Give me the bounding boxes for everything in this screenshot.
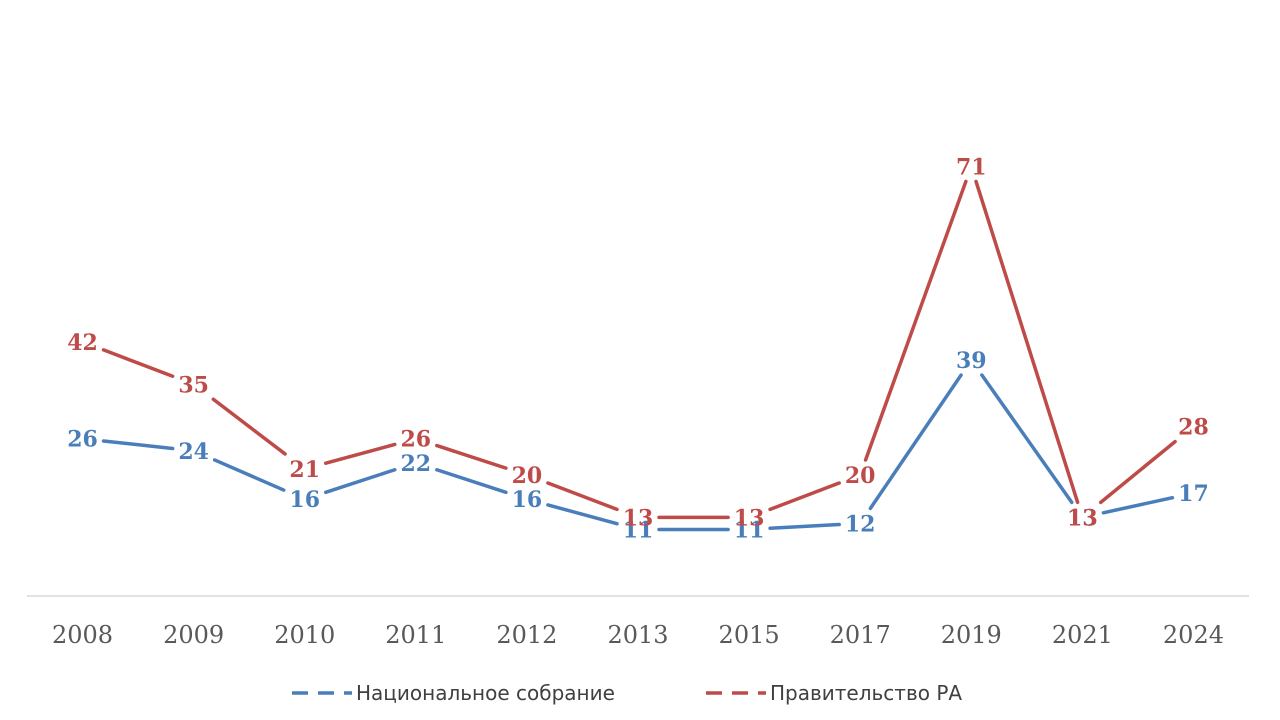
series-segment	[435, 468, 508, 495]
x-tick-label: 2012	[496, 621, 557, 649]
data-label: 24	[178, 439, 209, 465]
series-segment	[211, 397, 287, 456]
series-segment	[868, 373, 963, 511]
series-2	[101, 179, 1177, 520]
data-label: 13	[1067, 505, 1098, 531]
data-label: 13	[623, 505, 654, 531]
x-tick-label: 2011	[385, 621, 446, 649]
data-label: 13	[734, 505, 765, 531]
series-segment	[323, 442, 397, 465]
data-label: 13	[1067, 505, 1098, 531]
x-tick-label: 2015	[719, 621, 780, 649]
x-tick-label: 2019	[941, 621, 1002, 649]
series-segment	[212, 458, 286, 492]
series-segment	[1101, 495, 1175, 515]
series-segment	[546, 481, 619, 512]
data-label: 17	[1178, 481, 1209, 507]
x-tick-label: 2017	[830, 621, 891, 649]
data-label: 28	[1178, 415, 1209, 441]
series-segment	[101, 439, 175, 451]
x-tick-label: 2008	[52, 621, 113, 649]
x-tick-label: 2024	[1163, 621, 1224, 649]
legend-label: Правительство РА	[770, 681, 962, 705]
data-label: 21	[289, 457, 320, 483]
series-1	[101, 373, 1175, 532]
x-tick-label: 2021	[1052, 621, 1113, 649]
data-label: 22	[401, 451, 432, 477]
data-label: 26	[401, 427, 432, 453]
series-segment	[546, 503, 619, 526]
x-tick-label: 2009	[163, 621, 224, 649]
plot-area	[101, 179, 1177, 532]
legend-item: Правительство РА	[706, 681, 962, 705]
data-label: 11	[623, 517, 654, 543]
data-label: 39	[956, 348, 987, 374]
x-tick-label: 2010	[274, 621, 335, 649]
data-label: 16	[289, 487, 320, 513]
data-label: 42	[67, 330, 98, 356]
series-segment	[1098, 439, 1177, 505]
data-label: 20	[845, 463, 876, 489]
data-label: 20	[512, 463, 543, 489]
series-segment	[768, 481, 841, 512]
legend-label: Национальное собрание	[356, 681, 615, 705]
series-segment	[980, 373, 1074, 505]
data-label: 12	[845, 511, 876, 537]
x-axis: 2008 2009 2010 2011 2012 2013 2015 2017 2019 2021…	[27, 595, 1249, 649]
series-segment	[863, 179, 968, 462]
series-segment	[323, 468, 397, 495]
data-label: 16	[512, 487, 543, 513]
data-label: 35	[178, 372, 209, 398]
legend: Национальное собрание Правительство РА	[292, 681, 962, 705]
series-segment	[435, 443, 508, 470]
data-label: 11	[734, 517, 765, 543]
series-segment	[768, 522, 841, 531]
legend-item: Национальное собрание	[292, 681, 615, 705]
data-labels: 26 24 16 22 16 11 11 12 39 13 17 42 35 21 26 20 13 13 20 71…	[67, 154, 1209, 543]
series-segment	[974, 179, 1080, 505]
x-tick-label: 2013	[607, 621, 668, 649]
data-label: 26	[67, 427, 98, 453]
series-segment	[101, 348, 175, 378]
data-label: 71	[956, 154, 987, 180]
